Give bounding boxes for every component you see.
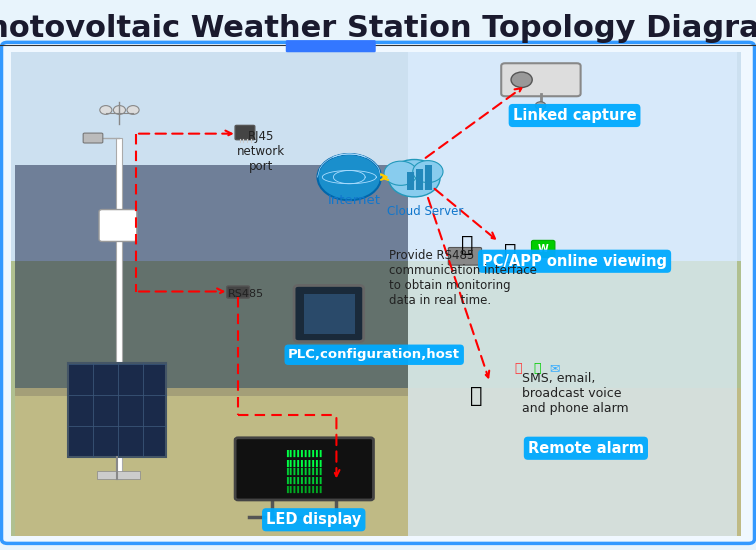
FancyBboxPatch shape [501, 63, 581, 96]
Circle shape [100, 106, 112, 114]
Text: Linked capture: Linked capture [513, 108, 637, 123]
Bar [407, 172, 414, 190]
Text: Provide RS485
communication interface
to obtain monitoring
data in real time.: Provide RS485 communication interface to… [389, 249, 538, 307]
Text: 🧑: 🧑 [461, 235, 473, 255]
Text: PLC,configuration,host: PLC,configuration,host [288, 348, 460, 361]
Text: ▌▌▌▌▌▌▌▌▌▌: ▌▌▌▌▌▌▌▌▌▌ [286, 477, 324, 484]
FancyBboxPatch shape [227, 286, 249, 298]
Circle shape [389, 160, 440, 197]
FancyBboxPatch shape [2, 42, 754, 543]
Text: ▌▌▌▌▌▌▌▌▌▌: ▌▌▌▌▌▌▌▌▌▌ [286, 450, 324, 457]
Bar [416, 169, 423, 190]
FancyBboxPatch shape [294, 285, 364, 342]
Text: W: W [538, 244, 549, 254]
Circle shape [113, 106, 125, 114]
Text: RJ45
network
port: RJ45 network port [237, 130, 285, 173]
Text: Remote alarm: Remote alarm [528, 441, 644, 456]
FancyBboxPatch shape [83, 133, 103, 143]
FancyBboxPatch shape [15, 165, 408, 396]
FancyBboxPatch shape [11, 52, 741, 264]
Text: 🧍: 🧍 [504, 243, 516, 263]
Text: ▌▌▌▌▌▌▌▌▌▌: ▌▌▌▌▌▌▌▌▌▌ [286, 486, 324, 493]
Text: PC/APP online viewing: PC/APP online viewing [482, 254, 667, 269]
FancyBboxPatch shape [15, 388, 741, 536]
FancyBboxPatch shape [11, 261, 741, 536]
Bar [425, 165, 432, 190]
Bar [116, 138, 122, 478]
Text: RS485: RS485 [228, 289, 264, 299]
Polygon shape [68, 363, 166, 456]
Text: SMS, email,
broadcast voice
and phone alarm: SMS, email, broadcast voice and phone al… [522, 372, 628, 415]
Circle shape [127, 106, 139, 114]
Text: LED display: LED display [266, 512, 361, 527]
Text: 🧍: 🧍 [470, 386, 482, 406]
Text: ✉: ✉ [549, 362, 559, 375]
FancyBboxPatch shape [408, 52, 737, 536]
Text: ▌▌▌▌▌▌▌▌▌▌: ▌▌▌▌▌▌▌▌▌▌ [286, 460, 324, 466]
Circle shape [318, 154, 381, 200]
FancyBboxPatch shape [531, 240, 555, 257]
FancyBboxPatch shape [448, 248, 482, 265]
FancyBboxPatch shape [286, 40, 376, 52]
FancyBboxPatch shape [235, 125, 255, 140]
Text: Photovoltaic Weather Station Topology Diagram: Photovoltaic Weather Station Topology Di… [0, 14, 756, 43]
Text: 🔔: 🔔 [514, 362, 522, 375]
Text: Cloud Server: Cloud Server [386, 205, 463, 218]
Bar [97, 471, 140, 478]
Circle shape [535, 102, 546, 109]
Text: Internet: Internet [327, 194, 380, 207]
Text: ▌▌▌▌▌▌▌▌▌▌: ▌▌▌▌▌▌▌▌▌▌ [286, 469, 324, 475]
FancyBboxPatch shape [99, 210, 137, 241]
Circle shape [384, 161, 417, 185]
Circle shape [511, 72, 532, 87]
FancyBboxPatch shape [304, 294, 355, 334]
FancyBboxPatch shape [235, 438, 373, 500]
Circle shape [413, 161, 443, 183]
Text: 💬: 💬 [533, 362, 541, 375]
